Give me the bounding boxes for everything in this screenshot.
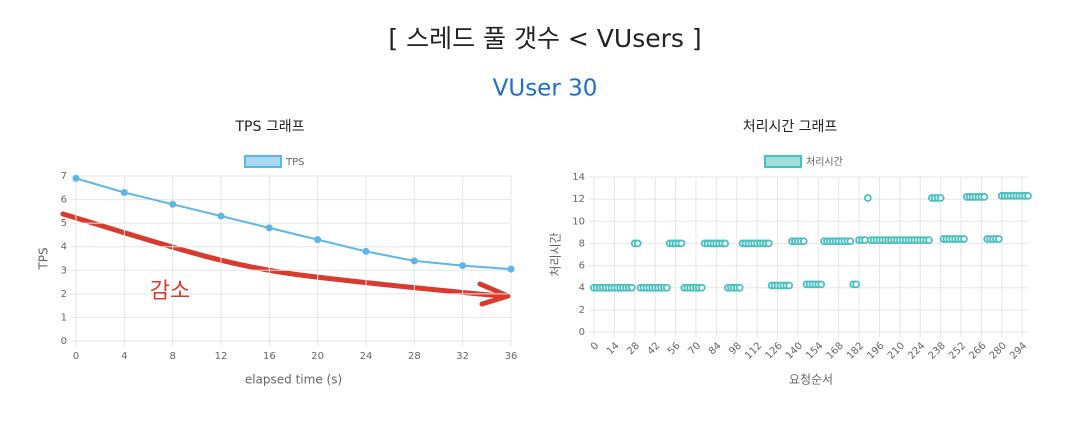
data-line	[75, 177, 512, 271]
x-tick-label: 182	[845, 340, 866, 361]
data-point	[960, 235, 968, 243]
trend-arrow	[60, 211, 503, 299]
x-tick-label: 294	[1008, 340, 1029, 361]
x-tick-label: 196	[865, 340, 886, 361]
y-tick-label: 3	[61, 265, 67, 276]
data-point	[662, 283, 671, 292]
legend-label: TPS	[285, 157, 305, 168]
page-title: [ 스레드 풀 갯수 < VUsers ]	[388, 24, 701, 53]
y-tick-label: 10	[572, 216, 585, 227]
x-tick-label: 70	[686, 340, 703, 357]
data-point	[459, 262, 467, 270]
y-tick-label: 12	[572, 194, 585, 205]
x-tick-label: 16	[263, 351, 276, 362]
x-tick-label: 98	[727, 340, 744, 357]
y-tick-label: 4	[61, 242, 67, 253]
x-tick-label: 168	[825, 340, 846, 361]
data-point	[925, 236, 933, 245]
data-point	[863, 194, 872, 202]
x-tick-label: 252	[947, 340, 968, 361]
data-point	[362, 247, 370, 255]
x-axis-label: elapsed time (s)	[245, 373, 342, 387]
y-tick-label: 2	[61, 289, 67, 300]
legend-swatch	[764, 155, 802, 168]
y-tick-label: 8	[579, 238, 585, 249]
x-tick-label: 280	[988, 340, 1009, 361]
x-axis-label: 요청순서	[789, 373, 833, 387]
data-point	[314, 236, 322, 244]
x-tick-label: 24	[360, 351, 373, 362]
legend-swatch	[244, 155, 282, 168]
x-tick-label: 112	[743, 340, 764, 361]
data-point	[785, 281, 794, 290]
x-tick-label: 0	[589, 340, 601, 352]
data-point	[169, 200, 177, 208]
x-tick-label: 56	[666, 340, 683, 357]
x-tick-label: 36	[505, 351, 518, 362]
arrow-head	[477, 281, 511, 307]
data-point	[697, 283, 706, 292]
y-tick-label: 7	[61, 171, 67, 182]
x-tick-label: 154	[804, 340, 825, 361]
x-tick-label: 140	[784, 340, 805, 361]
data-point	[507, 265, 515, 273]
x-tick-label: 12	[215, 351, 228, 362]
data-point	[799, 237, 808, 246]
x-tick-label: 42	[646, 340, 663, 357]
data-point	[1024, 191, 1032, 200]
data-point	[72, 174, 80, 182]
x-tick-label: 14	[605, 340, 622, 357]
chart-title: 처리시간 그래프	[743, 119, 838, 135]
data-point	[994, 235, 1003, 243]
annotation: 감소	[150, 279, 190, 304]
x-tick-label: 84	[707, 340, 724, 357]
y-tick-label: 14	[572, 172, 585, 183]
x-tick-label: 126	[763, 340, 784, 361]
x-tick-label: 8	[169, 351, 175, 362]
y-tick-label: 0	[61, 336, 67, 347]
x-tick-label: 238	[927, 340, 948, 361]
data-point	[817, 280, 826, 289]
x-tick-label: 266	[967, 340, 988, 361]
data-point	[735, 283, 744, 292]
y-axis-label: 처리시간	[549, 232, 563, 276]
data-point	[852, 280, 861, 289]
y-tick-label: 4	[579, 283, 585, 294]
y-tick-label: 1	[61, 312, 67, 323]
y-tick-label: 0	[579, 327, 585, 338]
data-point	[721, 239, 729, 248]
x-tick-label: 224	[906, 340, 927, 361]
data-point	[936, 194, 945, 202]
x-tick-label: 32	[456, 351, 469, 362]
data-point	[217, 212, 225, 220]
y-axis-label: TPS	[37, 247, 51, 270]
y-tick-label: 6	[61, 195, 67, 206]
x-tick-label: 28	[408, 351, 421, 362]
data-point	[627, 283, 636, 292]
data-point	[677, 239, 686, 248]
x-tick-label: 210	[886, 340, 907, 361]
page-subtitle: VUser 30	[493, 76, 598, 102]
data-point	[265, 224, 273, 232]
data-point	[120, 189, 128, 196]
data-point	[410, 257, 418, 265]
x-tick-label: 0	[73, 351, 79, 362]
x-tick-label: 4	[121, 351, 127, 362]
y-tick-label: 6	[579, 261, 585, 272]
y-tick-label: 5	[61, 218, 67, 229]
x-tick-label: 20	[311, 351, 324, 362]
data-point	[980, 193, 989, 201]
legend-label: 처리시간	[806, 156, 843, 168]
data-point	[846, 237, 855, 246]
x-tick-label: 28	[625, 340, 642, 357]
data-point	[764, 239, 773, 248]
data-point	[633, 239, 642, 248]
chart-title: TPS 그래프	[235, 119, 305, 135]
y-tick-label: 2	[579, 305, 585, 316]
